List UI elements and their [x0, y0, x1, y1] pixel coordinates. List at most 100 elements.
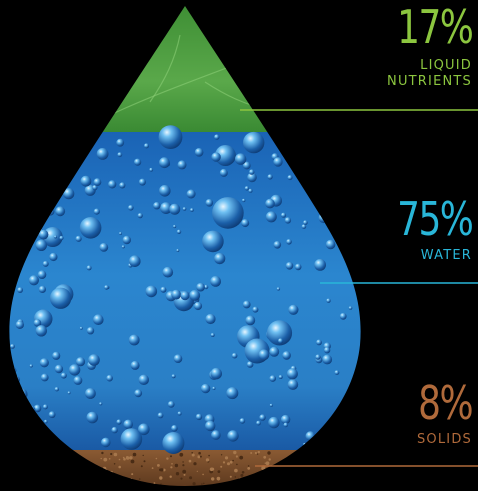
soil-grain [109, 470, 114, 475]
soil-grain [162, 468, 166, 472]
soil-grain [247, 467, 251, 470]
water-droplet [80, 175, 92, 187]
segment-solids [9, 450, 361, 486]
water-droplet [169, 203, 181, 215]
soil-grain [245, 478, 247, 481]
soil-grain [182, 461, 184, 463]
water-droplet [44, 419, 48, 424]
water-droplet [242, 198, 246, 203]
water-droplet [316, 339, 322, 346]
water-droplet [303, 442, 307, 446]
soil-grain [189, 476, 193, 480]
water-droplet [145, 285, 158, 298]
water-droplet [171, 374, 176, 379]
water-droplet [303, 140, 313, 150]
soil-grain [265, 461, 270, 466]
water-droplet [177, 160, 187, 170]
soil-grain [110, 452, 113, 456]
soil-grain [234, 468, 238, 473]
water-droplet [278, 338, 284, 344]
water-droplet [17, 199, 22, 204]
water-droplet [231, 352, 238, 359]
water-droplet [59, 235, 64, 241]
soil-grain [240, 473, 244, 477]
water-droplet [214, 134, 220, 140]
water-droplet [286, 368, 298, 380]
soil-grain [252, 474, 256, 478]
water-droplet [46, 197, 51, 202]
soil-grain [182, 464, 185, 467]
soil-grain [227, 462, 230, 466]
water-droplet [324, 166, 337, 179]
soil-grain [235, 455, 238, 458]
water-droplet [49, 252, 58, 262]
soil-grain [180, 477, 183, 480]
water-droplet [41, 136, 52, 146]
segment-percentage: 17% [396, 0, 474, 54]
water-droplet [37, 439, 45, 447]
water-droplet [189, 290, 201, 301]
soil-grain [125, 456, 130, 460]
water-droplet [278, 375, 283, 379]
water-droplet [202, 230, 224, 253]
leader-lines [240, 109, 478, 467]
soil-grain [232, 459, 234, 462]
water-droplet [247, 172, 257, 183]
water-droplet [227, 430, 239, 442]
water-droplet [86, 265, 92, 271]
water-droplet [176, 229, 182, 234]
water-droplet [276, 287, 281, 291]
water-droplet [301, 224, 307, 229]
water-droplet [259, 414, 266, 421]
water-droplet [210, 367, 222, 380]
water-droplet [19, 424, 23, 428]
soil-grain [203, 482, 205, 485]
soil-grain [132, 452, 137, 457]
water-droplet [33, 404, 42, 413]
water-droplet [137, 213, 143, 219]
soil-grain [220, 465, 223, 468]
soil-grain [108, 458, 111, 460]
segment-label-line: WATER [420, 248, 472, 263]
water-droplet [205, 313, 216, 325]
soil-grain [253, 480, 256, 483]
water-droplet [256, 420, 261, 426]
water-droplet [340, 404, 348, 413]
water-droplet [337, 435, 341, 439]
soil-grain [257, 453, 259, 455]
soil-grain [216, 476, 221, 481]
soil-grain [202, 473, 204, 476]
soil-grain [174, 463, 179, 468]
water-droplet [15, 320, 24, 329]
soil-grain [268, 458, 271, 461]
water-droplet [159, 185, 171, 197]
soil-grain [233, 450, 237, 455]
water-droplet [177, 411, 182, 416]
soil-grain [118, 458, 121, 461]
water-droplet [92, 185, 98, 191]
segment-label: WATER [421, 248, 472, 264]
water-droplet [211, 152, 221, 162]
soil-grain [208, 454, 210, 457]
water-droplet [180, 291, 190, 301]
soil-grain [179, 452, 184, 457]
soil-grain [111, 476, 115, 480]
soil-grain [155, 457, 158, 460]
water-droplet [65, 134, 70, 139]
soil-grain [124, 481, 127, 483]
water-droplet [243, 131, 265, 154]
soil-grain [102, 479, 105, 482]
water-droplet [318, 212, 329, 224]
soil-grain [102, 466, 107, 471]
segment-percentage: 8% [418, 376, 473, 430]
water-droplet [65, 143, 83, 162]
soil-grain [108, 475, 111, 478]
water-droplet [158, 125, 183, 149]
soil-grain [131, 473, 134, 476]
water-droplet [212, 386, 216, 390]
water-droplet [35, 182, 44, 191]
soil-grain [171, 463, 173, 465]
soil-grain [188, 459, 192, 463]
water-droplet [284, 217, 292, 224]
